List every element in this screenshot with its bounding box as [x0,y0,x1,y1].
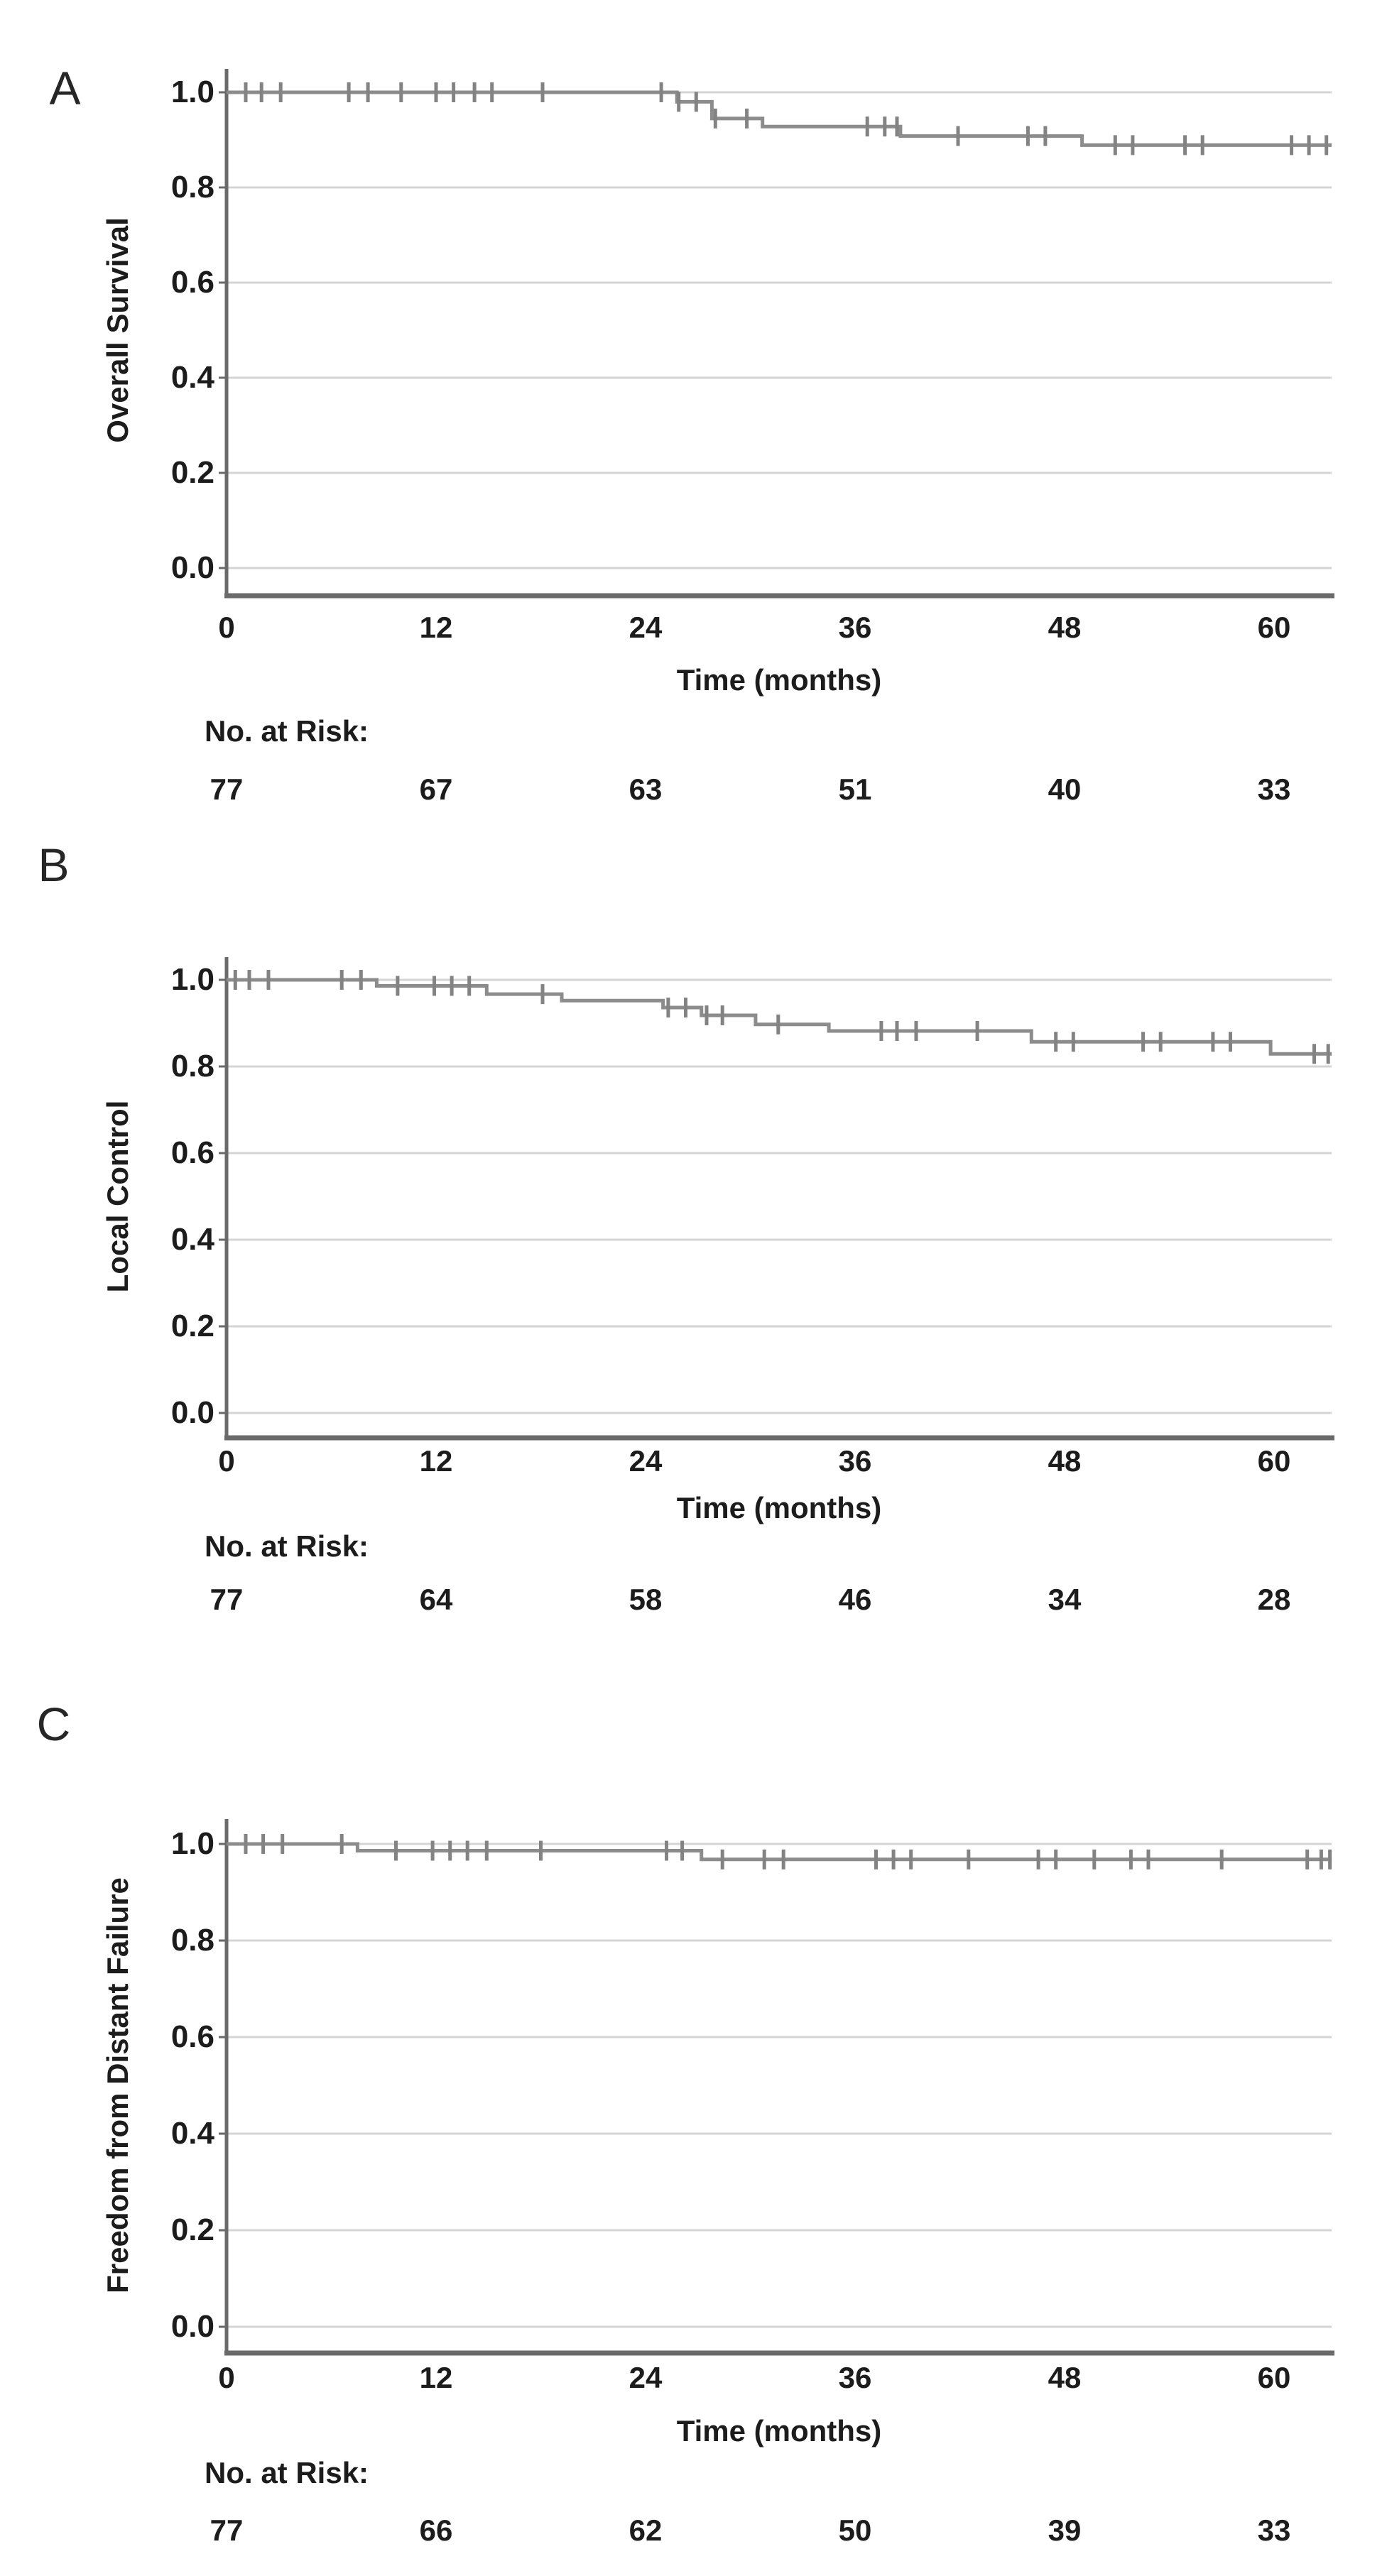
x-tick-label: 24 [629,611,663,644]
number-at-risk-value: 63 [629,773,663,806]
survival-plot [219,1819,1334,2356]
y-tick-label: 0.0 [170,550,214,585]
x-tick-label: 36 [838,1444,872,1478]
number-at-risk-value: 64 [419,1583,453,1616]
y-tick-label: 0.6 [170,1135,214,1170]
x-tick-label: 12 [419,1444,453,1478]
y-tick-label: 0.2 [170,1309,214,1343]
y-tick-label: 0.8 [170,1049,214,1084]
x-tick-label: 36 [838,2361,872,2394]
x-tick-label: 60 [1257,1444,1291,1478]
number-at-risk-value: 39 [1048,2514,1082,2547]
number-at-risk-value: 58 [629,1583,663,1616]
panel-letter: B [38,839,70,891]
y-tick-label: 0.8 [170,170,214,204]
x-axis-title: Time (months) [676,1491,882,1524]
risk-row-label: No. at Risk: [205,714,369,748]
number-at-risk-value: 33 [1257,773,1291,806]
number-at-risk-value: 62 [629,2514,663,2547]
y-tick-label: 0.4 [170,360,214,395]
x-tick-label: 48 [1048,2361,1082,2394]
x-tick-label: 60 [1257,2361,1291,2394]
number-at-risk-value: 46 [838,1583,872,1616]
x-tick-label: 12 [419,2361,453,2394]
y-axis-title: Freedom from Distant Failure [101,1877,134,2293]
x-tick-label: 36 [838,611,872,644]
y-tick-label: 1.0 [170,962,214,997]
x-axis-title: Time (months) [676,663,882,697]
x-tick-label: 60 [1257,611,1291,644]
x-tick-label: 48 [1048,1444,1082,1478]
y-tick-label: 0.6 [170,265,214,300]
number-at-risk-value: 67 [419,773,453,806]
y-tick-label: 0.4 [170,2116,214,2151]
number-at-risk-value: 33 [1257,2514,1291,2547]
x-tick-label: 48 [1048,611,1082,644]
number-at-risk-value: 77 [210,1583,244,1616]
survival-step-curve [227,978,1332,1056]
risk-row-label: No. at Risk: [205,1529,369,1563]
y-tick-label: 0.0 [170,2309,214,2344]
number-at-risk-value: 77 [210,773,244,806]
y-axis-title: Overall Survival [101,217,134,443]
survival-step-curve [227,90,1332,147]
survival-plot [219,957,1334,1441]
y-tick-label: 0.0 [170,1395,214,1430]
number-at-risk-value: 34 [1048,1583,1082,1616]
survival-plot [219,69,1334,599]
survival-step-curve [227,1842,1332,1862]
x-axis-title: Time (months) [676,2414,882,2447]
x-tick-label: 0 [218,611,235,644]
number-at-risk-value: 77 [210,2514,244,2547]
panel-letter: A [49,62,82,114]
x-tick-label: 12 [419,611,453,644]
x-tick-label: 24 [629,2361,663,2394]
panel-letter: C [36,1698,72,1750]
y-axis-title: Local Control [101,1100,134,1293]
x-tick-label: 24 [629,1444,663,1478]
y-tick-label: 0.6 [170,2019,214,2054]
y-tick-label: 1.0 [170,75,214,109]
x-tick-label: 0 [218,2361,235,2394]
y-tick-label: 0.2 [170,2212,214,2247]
number-at-risk-value: 51 [838,773,872,806]
risk-row-label: No. at Risk: [205,2456,369,2489]
number-at-risk-value: 50 [838,2514,872,2547]
y-tick-label: 0.4 [170,1222,214,1257]
number-at-risk-value: 28 [1257,1583,1291,1616]
number-at-risk-value: 66 [419,2514,453,2547]
y-tick-label: 0.2 [170,455,214,490]
number-at-risk-value: 40 [1048,773,1082,806]
y-tick-label: 0.8 [170,1923,214,1958]
y-tick-label: 1.0 [170,1826,214,1861]
x-tick-label: 0 [218,1444,235,1478]
